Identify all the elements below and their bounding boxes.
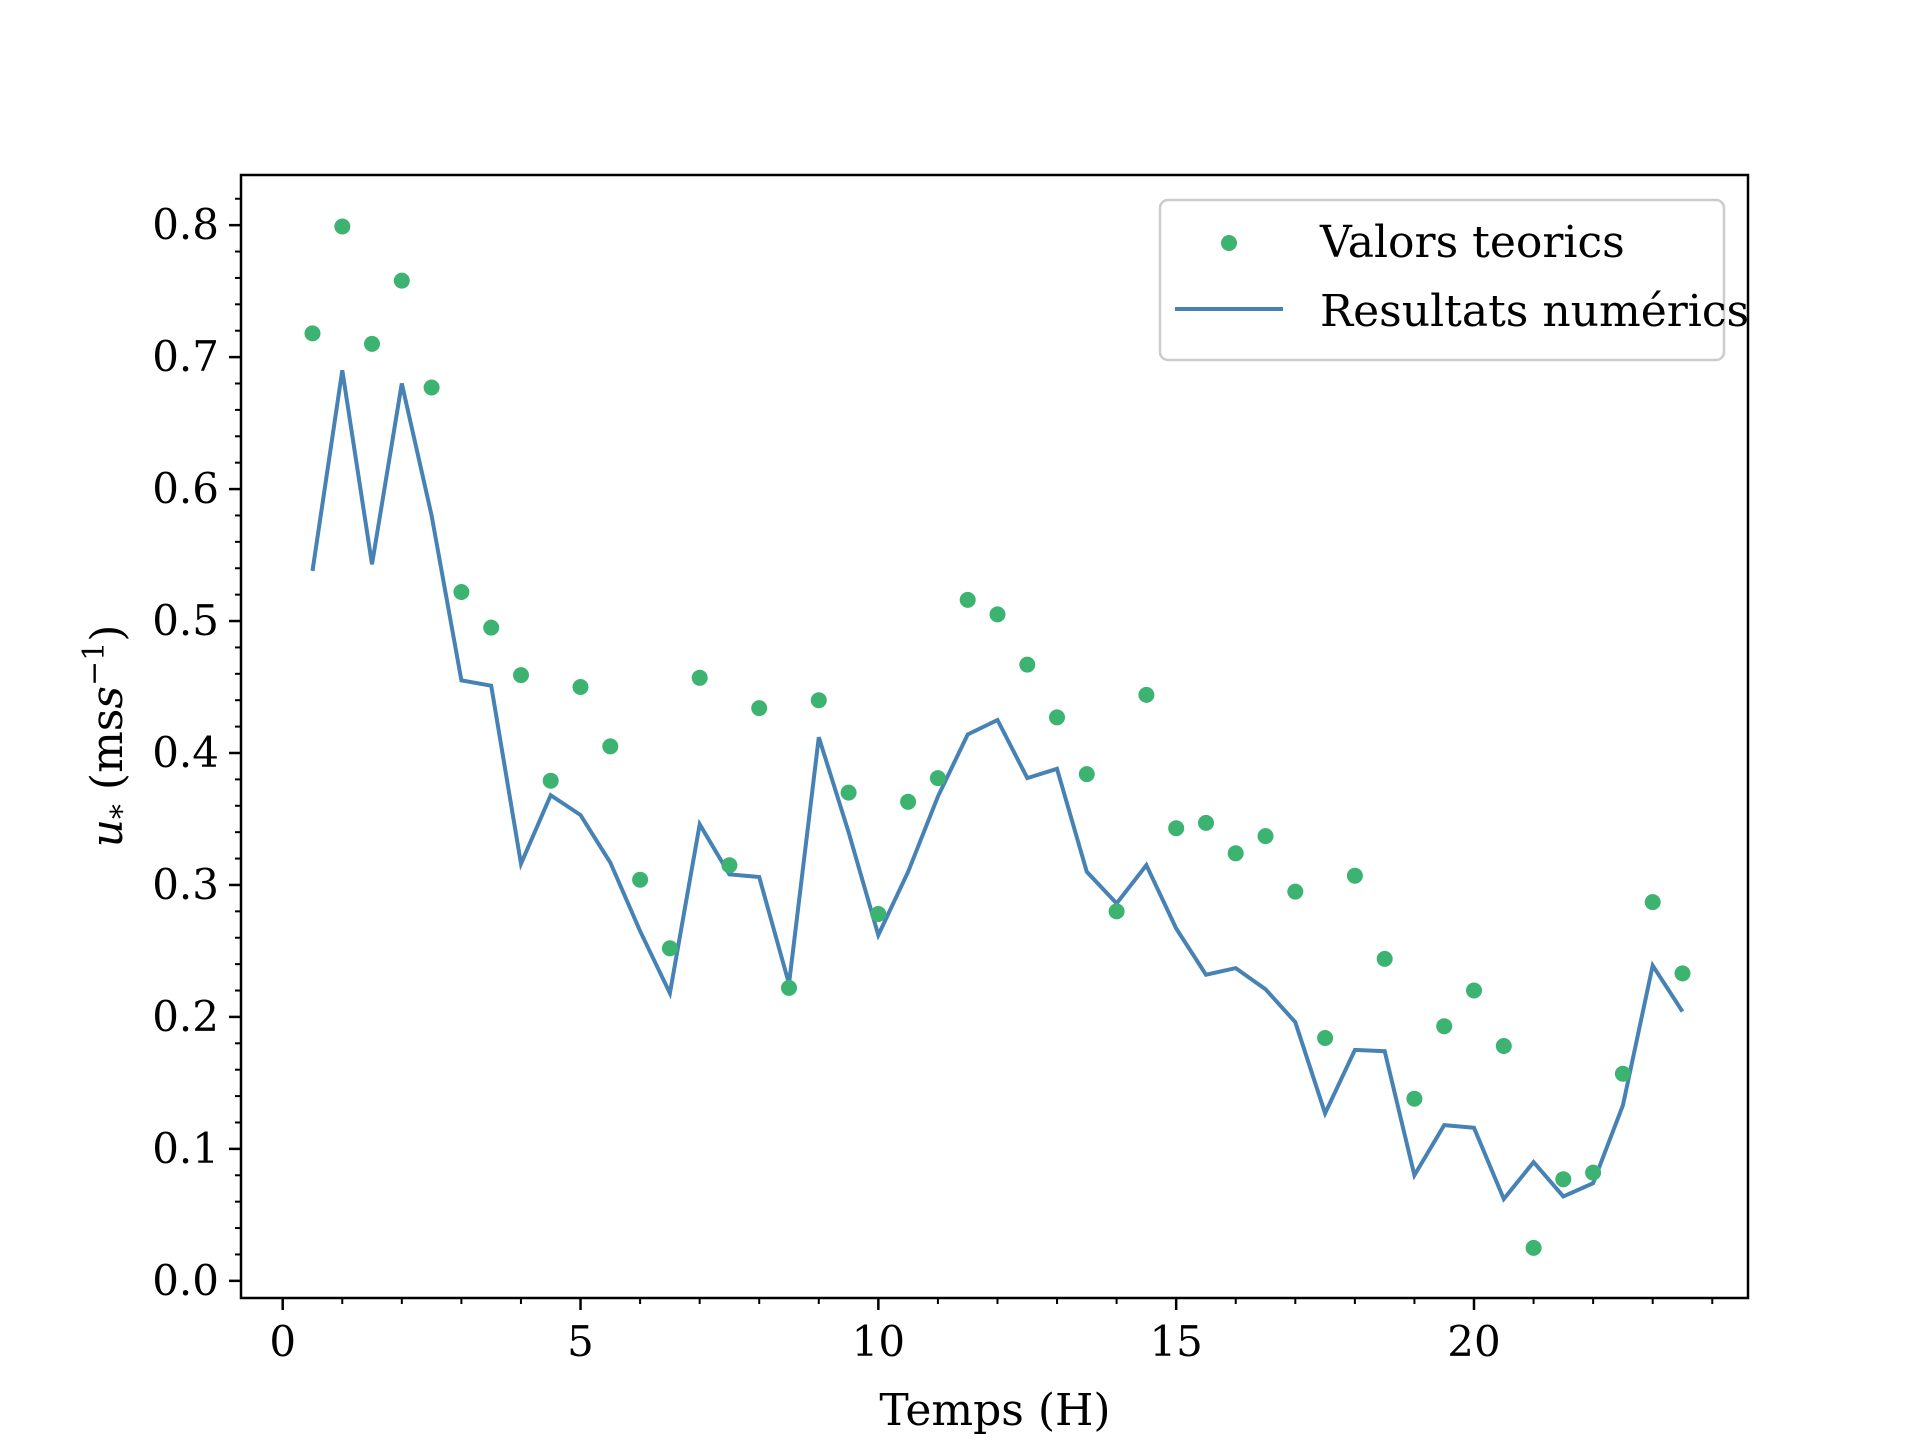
x-tick-label: 15 (1149, 1317, 1202, 1366)
scatter-point-valors-teorics (423, 379, 440, 396)
scatter-point-valors-teorics (691, 669, 708, 686)
y-tick-label: 0.5 (152, 596, 219, 645)
y-tick-label: 0.3 (152, 860, 219, 909)
scatter-point-valors-teorics (1078, 766, 1095, 783)
scatter-point-valors-teorics (1525, 1239, 1542, 1256)
legend-box (1158, 198, 1726, 362)
y-tick-label: 0.2 (152, 992, 219, 1041)
scatter-point-valors-teorics (1674, 965, 1691, 982)
scatter-point-valors-teorics (929, 770, 946, 787)
scatter-point-valors-teorics (393, 272, 410, 289)
scatter-point-valors-teorics (959, 591, 976, 608)
scatter-point-valors-teorics (1019, 656, 1036, 673)
scatter-point-valors-teorics (483, 619, 500, 636)
y-tick-label: 0.6 (152, 464, 219, 513)
y-tick-label: 0.4 (152, 728, 219, 777)
x-tick-label: 5 (567, 1317, 594, 1366)
legend-label-resultats-numerics: Resultats numérics (1320, 286, 1749, 337)
y-tick-label: 0.0 (152, 1256, 219, 1305)
x-tick-label: 10 (852, 1317, 905, 1366)
scatter-point-valors-teorics (1198, 814, 1214, 831)
scatter-point-valors-teorics (1495, 1038, 1512, 1054)
scatter-point-valors-teorics (1406, 1090, 1423, 1107)
scatter-point-valors-teorics (1108, 903, 1125, 920)
legend: Valors teorics Resultats numérics (1158, 198, 1749, 362)
scatter-point-valors-teorics (572, 679, 589, 695)
y-axis-ticks: 0.0 0.1 0.2 0.3 0.4 0.5 0.6 0.7 0.8 (152, 197, 241, 1305)
scatter-point-valors-teorics (602, 738, 619, 755)
scatter-point-valors-teorics (1436, 1018, 1453, 1035)
y-axis-title-close: ) (82, 625, 133, 642)
y-axis-title-symbol: u (82, 819, 133, 847)
scatter-point-valors-teorics (1287, 883, 1304, 900)
scatter-point-valors-teorics (810, 692, 827, 709)
x-tick-label: 20 (1447, 1317, 1500, 1366)
legend-marker-valors-teorics (1221, 235, 1237, 251)
scatter-point-valors-teorics (1317, 1030, 1334, 1046)
scatter-point-valors-teorics (989, 606, 1006, 623)
scatter-point-valors-teorics (1138, 686, 1155, 703)
plot-area (241, 175, 1748, 1298)
scatter-point-valors-teorics (1168, 820, 1185, 837)
scatter-point-valors-teorics (1585, 1164, 1602, 1181)
scatter-point-valors-teorics (1555, 1171, 1572, 1188)
scatter-point-valors-teorics (542, 772, 559, 789)
scatter-point-valors-teorics (900, 793, 917, 810)
x-axis-ticks: 0 5 10 15 20 (269, 1298, 1714, 1366)
scatter-point-valors-teorics (840, 784, 857, 801)
scatter-point-valors-teorics (751, 700, 768, 717)
y-tick-label: 0.7 (152, 332, 219, 381)
data-layer (304, 218, 1691, 1256)
x-tick-label: 0 (269, 1317, 296, 1366)
y-axis-title-unit-s: s (82, 686, 133, 709)
scatter-point-valors-teorics (1644, 894, 1661, 911)
scatter-point-valors-teorics (661, 940, 678, 957)
plot-frame (239, 173, 1750, 1300)
scatter-point-valors-teorics (1227, 845, 1244, 862)
y-axis-title-superscript: −1 (77, 642, 112, 686)
series-line-resultats-numerics (310, 369, 1685, 1203)
scatter-point-valors-teorics (334, 218, 351, 235)
y-tick-label: 0.8 (152, 200, 219, 249)
scatter-point-valors-teorics (870, 906, 887, 922)
scatter-point-valors-teorics (1466, 982, 1482, 999)
scatter-point-valors-teorics (1376, 950, 1393, 967)
scatter-point-valors-teorics (1049, 709, 1065, 726)
scatter-point-valors-teorics (1346, 867, 1363, 884)
scatter-point-valors-teorics (364, 335, 380, 352)
legend-label-valors-teorics: Valors teorics (1319, 217, 1625, 268)
y-axis-title: u* (mss−1) (77, 625, 140, 848)
scatter-point-valors-teorics (304, 325, 321, 342)
scatter-point-valors-teorics (781, 979, 797, 996)
y-axis-title-unit: (ms (82, 709, 133, 804)
scatter-point-valors-teorics (513, 667, 529, 684)
y-axis-title-subscript: * (105, 804, 140, 819)
scatter-point-valors-teorics (632, 871, 649, 888)
scatter-point-valors-teorics (1257, 828, 1274, 845)
scatter-point-valors-teorics (1614, 1065, 1631, 1082)
scatter-point-valors-teorics (453, 584, 470, 600)
scatter-point-valors-teorics (721, 857, 738, 874)
y-tick-label: 0.1 (152, 1124, 219, 1173)
x-axis-title: Temps (H) (879, 1385, 1110, 1436)
